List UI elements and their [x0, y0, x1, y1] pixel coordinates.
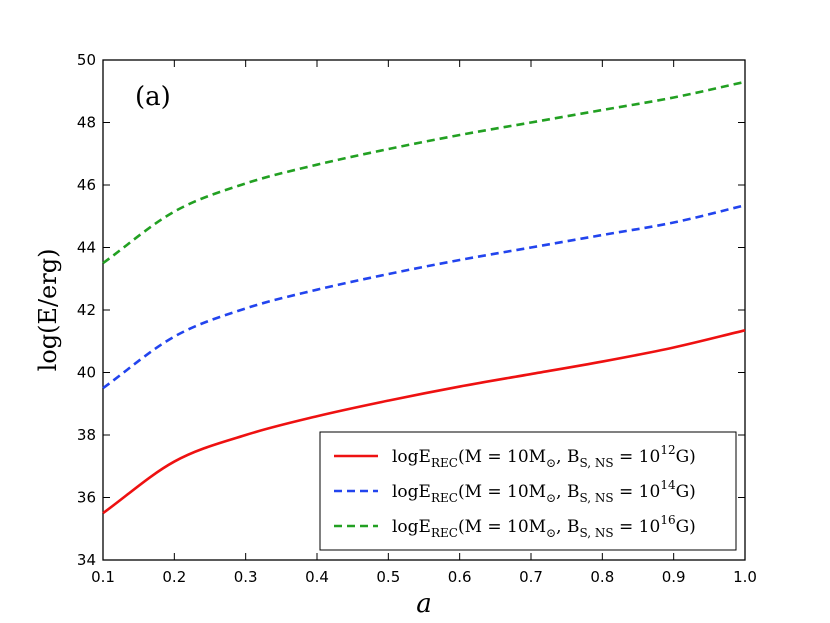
- y-tick-label: 42: [77, 301, 96, 319]
- x-tick-label: 0.1: [91, 568, 115, 586]
- y-tick-label: 36: [77, 489, 96, 507]
- series-line-1: [102, 329, 746, 515]
- x-tick-label: 0.9: [662, 568, 686, 586]
- panel-label: (a): [135, 82, 171, 112]
- x-axis-label: a: [416, 589, 432, 619]
- y-tick-label: 48: [77, 114, 96, 132]
- legend-box: [319, 431, 737, 551]
- x-tick-label: 1.0: [733, 568, 757, 586]
- series-layer: [102, 80, 746, 515]
- legend-entry-1: logEREC(M = 10M⊙, BS, NS = 1012G): [392, 443, 696, 470]
- series-line-3: [102, 80, 746, 265]
- legend-entry-3: logEREC(M = 10M⊙, BS, NS = 1016G): [392, 513, 696, 540]
- legend-entry-2: logEREC(M = 10M⊙, BS, NS = 1014G): [392, 478, 696, 505]
- x-tick-label: 0.5: [376, 568, 400, 586]
- y-tick-label: 44: [77, 239, 96, 257]
- x-tick-label: 0.6: [448, 568, 472, 586]
- plot-area: 0.1 0.2 0.3 0.4 0.5 0.6 0.7 0.8 0.9 1.0 34 36 38 40 42…: [77, 51, 757, 586]
- x-tick-label: 0.3: [234, 568, 258, 586]
- x-tick-label: 0.8: [590, 568, 614, 586]
- y-tick-label: 40: [77, 364, 96, 382]
- y-tick-label: 34: [77, 551, 96, 569]
- y-tick-label: 50: [77, 51, 96, 69]
- y-tick-label: 46: [77, 176, 96, 194]
- x-tick-label: 0.4: [305, 568, 329, 586]
- legend: logEREC(M = 10M⊙, BS, NS = 1012G) logEREC…: [319, 431, 737, 551]
- x-tick-label: 0.7: [519, 568, 543, 586]
- series-line-2: [102, 204, 746, 390]
- y-axis-label: log(E/erg): [34, 249, 62, 372]
- ticks-layer: 0.1 0.2 0.3 0.4 0.5 0.6 0.7 0.8 0.9 1.0 34 36 38 40 42…: [77, 51, 757, 586]
- x-tick-label: 0.2: [162, 568, 186, 586]
- legend-items: logEREC(M = 10M⊙, BS, NS = 1012G) logEREC…: [334, 443, 696, 540]
- y-tick-label: 38: [77, 426, 96, 444]
